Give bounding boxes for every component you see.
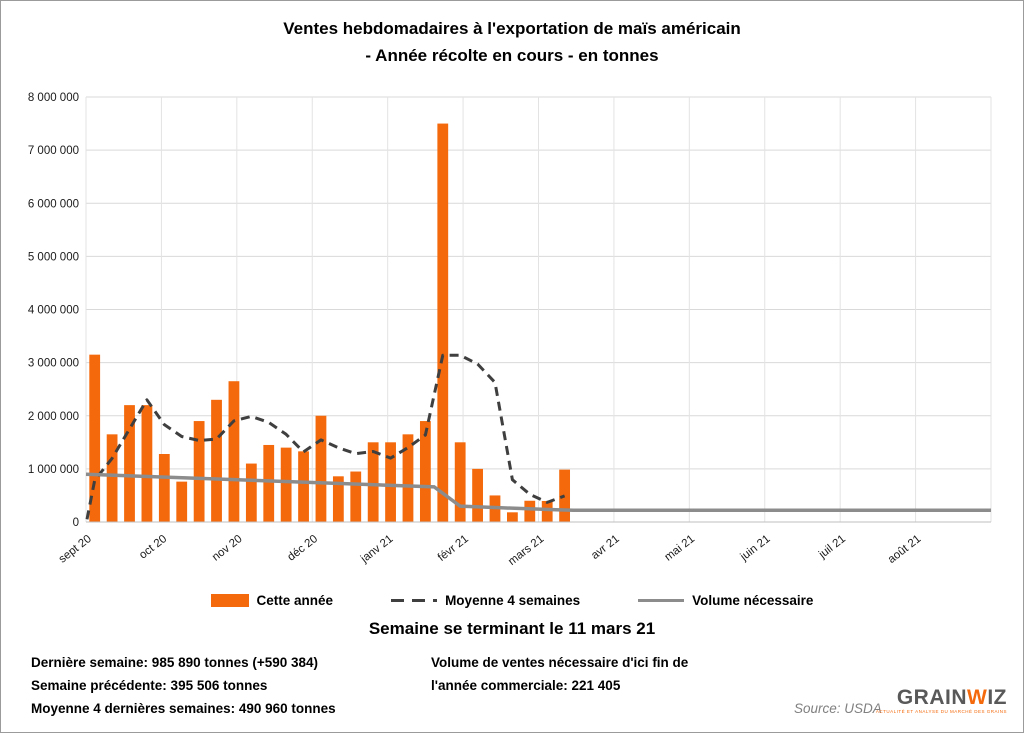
y-tick-label: 2 000 000 xyxy=(28,411,79,423)
legend-item-volume: Volume nécessaire xyxy=(638,593,813,608)
stats-block-right: Volume de ventes nécessaire d'ici fin de… xyxy=(431,651,688,697)
y-tick-label: 0 xyxy=(73,517,79,529)
bar-week-6 xyxy=(176,481,188,522)
x-tick-label: oct 20 xyxy=(137,533,169,562)
x-tick-label: déc 20 xyxy=(285,533,320,564)
bar-week-23 xyxy=(472,468,483,522)
bar-week-5 xyxy=(158,454,170,522)
legend-label-volume: Volume nécessaire xyxy=(692,593,814,608)
legend-label-avg4: Moyenne 4 semaines xyxy=(445,593,581,608)
page-title-line1: Ventes hebdomadaires à l'exportation de … xyxy=(283,19,741,38)
y-tick-label: 4 000 000 xyxy=(28,305,79,317)
bar-week-18 xyxy=(385,442,396,522)
y-tick-label: 1 000 000 xyxy=(28,464,79,476)
grainwiz-logo-text: GRAINWIZ xyxy=(876,687,1007,708)
legend-label-this-year: Cette année xyxy=(256,593,334,608)
bar-week-15 xyxy=(332,476,344,522)
x-tick-label: août 21 xyxy=(886,533,924,566)
x-tick-label: janv 21 xyxy=(358,533,395,566)
x-tick-label: sept 20 xyxy=(57,533,94,566)
chart-canvas: 0 1 000 000 2 000 000 3 000 000 4 000 000 5 0… xyxy=(28,92,992,568)
bar-week-4 xyxy=(141,405,153,522)
legend-item-this-year: Cette année xyxy=(210,593,334,608)
bar-week-27 xyxy=(541,500,553,522)
y-tick-label: 3 000 000 xyxy=(28,358,79,370)
y-tick-label: 8 000 000 xyxy=(28,92,79,104)
bar-week-21 xyxy=(437,123,449,522)
bar-week-28 xyxy=(559,469,571,522)
bar-week-26 xyxy=(524,500,536,522)
x-tick-label: mars 21 xyxy=(506,533,546,568)
bar-week-17 xyxy=(367,442,379,522)
dashed-line-swatch-icon xyxy=(391,599,438,602)
stat-last-week: Dernière semaine: 985 890 tonnes (+590 3… xyxy=(31,655,319,670)
bar-week-8 xyxy=(211,399,222,522)
page-title: Ventes hebdomadaires à l'exportation de … xyxy=(1,15,1023,69)
x-tick-label: avr 21 xyxy=(589,533,622,562)
bar-week-2 xyxy=(106,434,118,522)
bar-week-19 xyxy=(402,434,414,522)
x-tick-label: mai 21 xyxy=(663,533,698,564)
bar-week-13 xyxy=(298,451,309,522)
bar-week-14 xyxy=(315,415,327,522)
y-tick-label: 5 000 000 xyxy=(28,251,79,263)
stats-block-left: Dernière semaine: 985 890 tonnes (+590 3… xyxy=(31,651,336,720)
bar-week-20 xyxy=(419,421,431,522)
logo-text-grain: GRAIN xyxy=(896,686,967,709)
bar-week-3 xyxy=(124,405,135,522)
avg-4-weeks-line xyxy=(85,353,566,520)
bar-week-7 xyxy=(193,421,205,522)
bar-week-25 xyxy=(506,512,518,522)
x-tick-label: févr 21 xyxy=(436,533,471,564)
required-volume-line xyxy=(85,472,991,512)
stat-volume-needed-line1: Volume de ventes nécessaire d'ici fin de xyxy=(431,655,689,670)
bar-swatch-icon xyxy=(210,594,249,607)
legend-item-avg4: Moyenne 4 semaines xyxy=(391,593,580,608)
bar-week-16 xyxy=(350,471,362,522)
bar-week-10 xyxy=(245,463,257,522)
bar-week-11 xyxy=(263,444,275,522)
grainwiz-logo: GRAINWIZ ACTUALITÉ ET ANALYSE DU MARCHÉ … xyxy=(876,687,1007,715)
logo-w-icon: W xyxy=(967,686,988,709)
source-credit: Source: USDA xyxy=(794,701,882,716)
x-tick-label: nov 20 xyxy=(210,533,245,564)
bar-week-12 xyxy=(280,447,292,522)
y-tick-label: 7 000 000 xyxy=(28,145,79,157)
week-ending-subtitle: Semaine se terminant le 11 mars 21 xyxy=(368,619,656,638)
stat-avg-4-weeks: Moyenne 4 dernières semaines: 490 960 to… xyxy=(31,701,336,716)
chart-legend: Cette année Moyenne 4 semaines Volume né… xyxy=(1,593,1023,608)
solid-line-swatch-icon xyxy=(638,599,685,602)
bar-week-1 xyxy=(89,354,101,522)
y-tick-label: 6 000 000 xyxy=(28,198,79,210)
x-tick-label: juin 21 xyxy=(738,533,773,564)
grainwiz-tagline: ACTUALITÉ ET ANALYSE DU MARCHÉ DES GRAIN… xyxy=(875,709,1007,714)
bar-week-22 xyxy=(454,442,466,522)
logo-text-iz: IZ xyxy=(987,686,1007,709)
page-title-line2: - Année récolte en cours - en tonnes xyxy=(365,46,659,65)
x-tick-label: juil 21 xyxy=(816,533,848,562)
bar-week-9 xyxy=(228,381,240,522)
stat-previous-week: Semaine précédente: 395 506 tonnes xyxy=(31,678,268,693)
stat-volume-needed-line2: l'année commerciale: 221 405 xyxy=(431,678,621,693)
